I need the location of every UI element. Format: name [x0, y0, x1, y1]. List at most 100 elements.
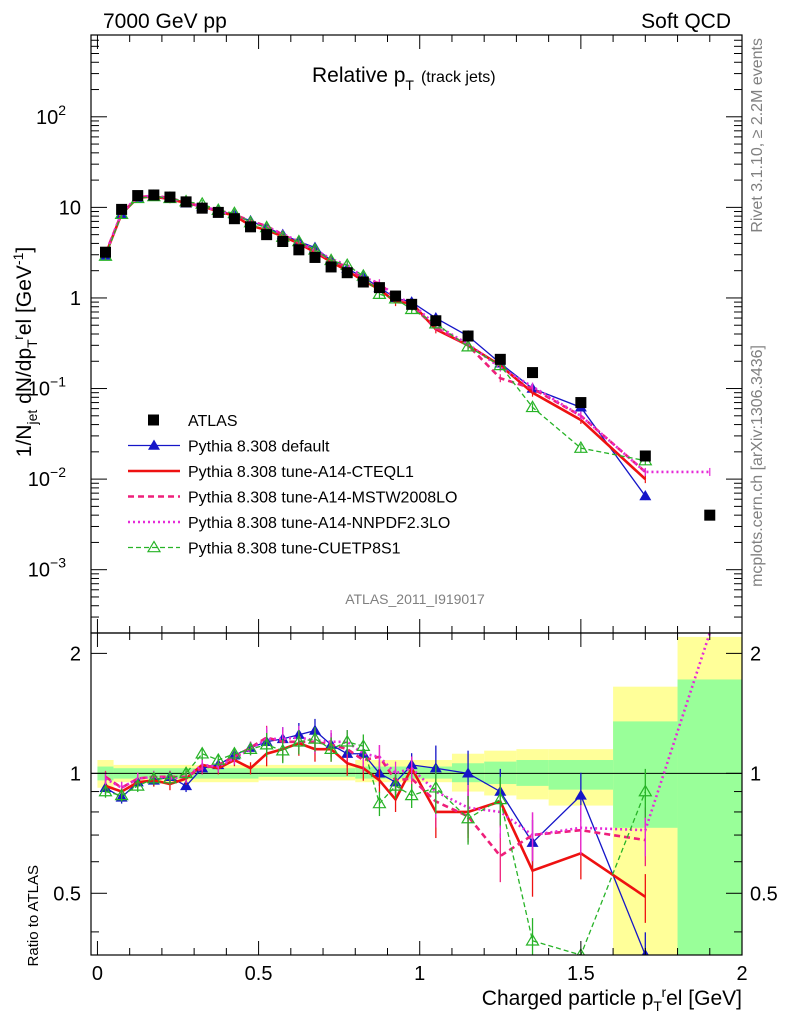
- atlas-point-25: [639, 450, 651, 462]
- atlas-point-18: [390, 290, 402, 302]
- series-5-ratio-point-22: [493, 792, 508, 805]
- ratio-y-tick-label-right: 1: [750, 763, 761, 785]
- series-5-ratio-point-11: [275, 743, 290, 756]
- series-5-ratio-point-5: [179, 766, 194, 779]
- atlas-point-26: [704, 509, 716, 521]
- atlas-point-20: [430, 315, 442, 327]
- series-5-ratio-point-18: [388, 778, 403, 791]
- series-5-ratio-point-8: [227, 746, 242, 759]
- series-5-ratio-point-15: [340, 734, 355, 747]
- mcplots-label: mcplots.cern.ch [arXiv:1306.3436]: [749, 345, 766, 587]
- x-tick-label: 1.5: [567, 963, 595, 985]
- legend-item-2: Pythia 8.308 tune-A14-CTEQL1: [128, 464, 414, 481]
- series-1-ratio-point-5: [180, 779, 193, 791]
- atlas-point-17: [373, 282, 385, 294]
- series-5-ratio-point-1: [114, 788, 129, 801]
- atlas-point-23: [527, 367, 539, 379]
- legend: ATLAS Pythia 8.308 default Pythia 8.308 tu…: [128, 413, 457, 558]
- y-tick-label: 10−3: [28, 555, 66, 582]
- series-3-main-line: [104, 194, 647, 473]
- x-tick-label: 0: [92, 963, 103, 985]
- x-tick-label: 1: [414, 963, 425, 985]
- series-4-main: [104, 191, 711, 476]
- series-2-main: [104, 192, 647, 484]
- series-4-main-line: [104, 194, 710, 474]
- series-5-ratio-point-9: [243, 741, 258, 754]
- main-plot: [98, 189, 716, 521]
- ratio-y-tick-label: 1: [70, 763, 81, 785]
- series-5-ratio-point-13: [307, 731, 323, 744]
- series-5-ratio-point-3: [146, 771, 161, 784]
- series-5-point-24: [573, 440, 588, 453]
- series-3-main: [104, 191, 647, 476]
- series-5-ratio-point-2: [130, 778, 145, 791]
- band-inner-2: [258, 768, 356, 777]
- atlas-point-5: [180, 196, 192, 208]
- atlas-point-6: [196, 202, 208, 214]
- series-5-ratio-point-21: [461, 811, 476, 824]
- svg-text:1/Njet dN/dpTrel [GeV-1]: 1/Njet dN/dpTrel [GeV-1]: [10, 247, 40, 457]
- plot-title-extra: (track jets): [421, 69, 496, 86]
- legend-label: Pythia 8.308 tune-A14-MSTW2008LO: [188, 490, 457, 507]
- plot-title-main: Relative p: [312, 64, 405, 87]
- series-5-ratio-point-16: [356, 738, 371, 751]
- series-5-ratio-line: [105, 738, 646, 955]
- legend-item-3: Pythia 8.308 tune-A14-MSTW2008LO: [128, 490, 457, 507]
- y-tick-label: 102: [36, 102, 66, 129]
- legend-label: Pythia 8.308 tune-A14-CTEQL1: [188, 464, 414, 481]
- atlas-point-10: [261, 229, 273, 241]
- legend-item-4: Pythia 8.308 tune-A14-NNPDF2.3LO: [128, 515, 450, 532]
- legend-item-0: ATLAS: [148, 413, 238, 430]
- atlas-point-3: [148, 189, 160, 201]
- series-1-point-25: [639, 490, 652, 501]
- series-5-ratio-point-7: [211, 752, 226, 765]
- plot-title-sub: T: [405, 77, 414, 93]
- y-axis-title-ratio: Ratio to ATLAS: [25, 865, 42, 966]
- atlas-point-1: [116, 203, 128, 215]
- atlas-point-7: [212, 206, 224, 218]
- legend-item-5: Pythia 8.308 tune-CUETP8S1: [128, 540, 401, 558]
- series-5-ratio-point-23: [525, 933, 540, 946]
- series-5-ratio-point-24: [576, 947, 586, 955]
- ratio-plot: [98, 633, 712, 955]
- series-5-point-17: [372, 287, 387, 300]
- band-inner-9: [677, 679, 742, 955]
- x-axis-title: Charged particle pTrel [GeV]: [482, 984, 742, 1014]
- legend-label: ATLAS: [188, 413, 238, 430]
- series-1-ratio-point-21: [462, 767, 475, 778]
- ratio-frame: [90, 632, 743, 956]
- legend-label: Pythia 8.308 tune-A14-NNPDF2.3LO: [188, 515, 450, 532]
- atlas-point-12: [293, 244, 305, 256]
- series-5-ratio-point-19: [404, 788, 419, 801]
- series-5-ratio-point-4: [162, 771, 178, 784]
- legend-marker: [148, 439, 160, 450]
- atlas-point-14: [325, 261, 337, 273]
- series-1-main: [99, 190, 652, 501]
- atlas-point-4: [164, 191, 176, 203]
- series-5-ratio: [98, 727, 653, 955]
- x-tick-label: 0.5: [245, 963, 273, 985]
- y-tick-label: 10: [59, 197, 81, 219]
- y-tick-label: 10−2: [28, 464, 66, 491]
- energy-label: 7000 GeV pp: [103, 10, 227, 33]
- atlas-point-11: [277, 236, 289, 248]
- series-5-main-line: [104, 195, 646, 462]
- atlas-point-0: [100, 246, 112, 258]
- series-5-ratio-point-12: [291, 734, 306, 747]
- atlas-point-22: [494, 353, 506, 365]
- series-5-ratio-point-10: [259, 737, 274, 750]
- ratio-y-tick-label-right: 2: [750, 643, 761, 665]
- series-5-point-21: [461, 339, 476, 352]
- plot-title: Relative pT (track jets): [312, 64, 496, 93]
- series-atlas: [100, 189, 716, 521]
- atlas-point-19: [406, 298, 418, 310]
- atlas-point-15: [341, 267, 353, 279]
- legend-item-1: Pythia 8.308 default: [128, 439, 330, 456]
- atlas-point-8: [228, 213, 240, 225]
- series-5-ratio-point-0: [98, 784, 113, 797]
- y-tick-label: 10−1: [28, 374, 66, 401]
- rivet-label: Rivet 3.1.10, ≥ 2.2M events: [749, 38, 766, 233]
- x-tick-label: 2: [736, 963, 747, 985]
- analysis-label: ATLAS_2011_I919017: [345, 591, 485, 607]
